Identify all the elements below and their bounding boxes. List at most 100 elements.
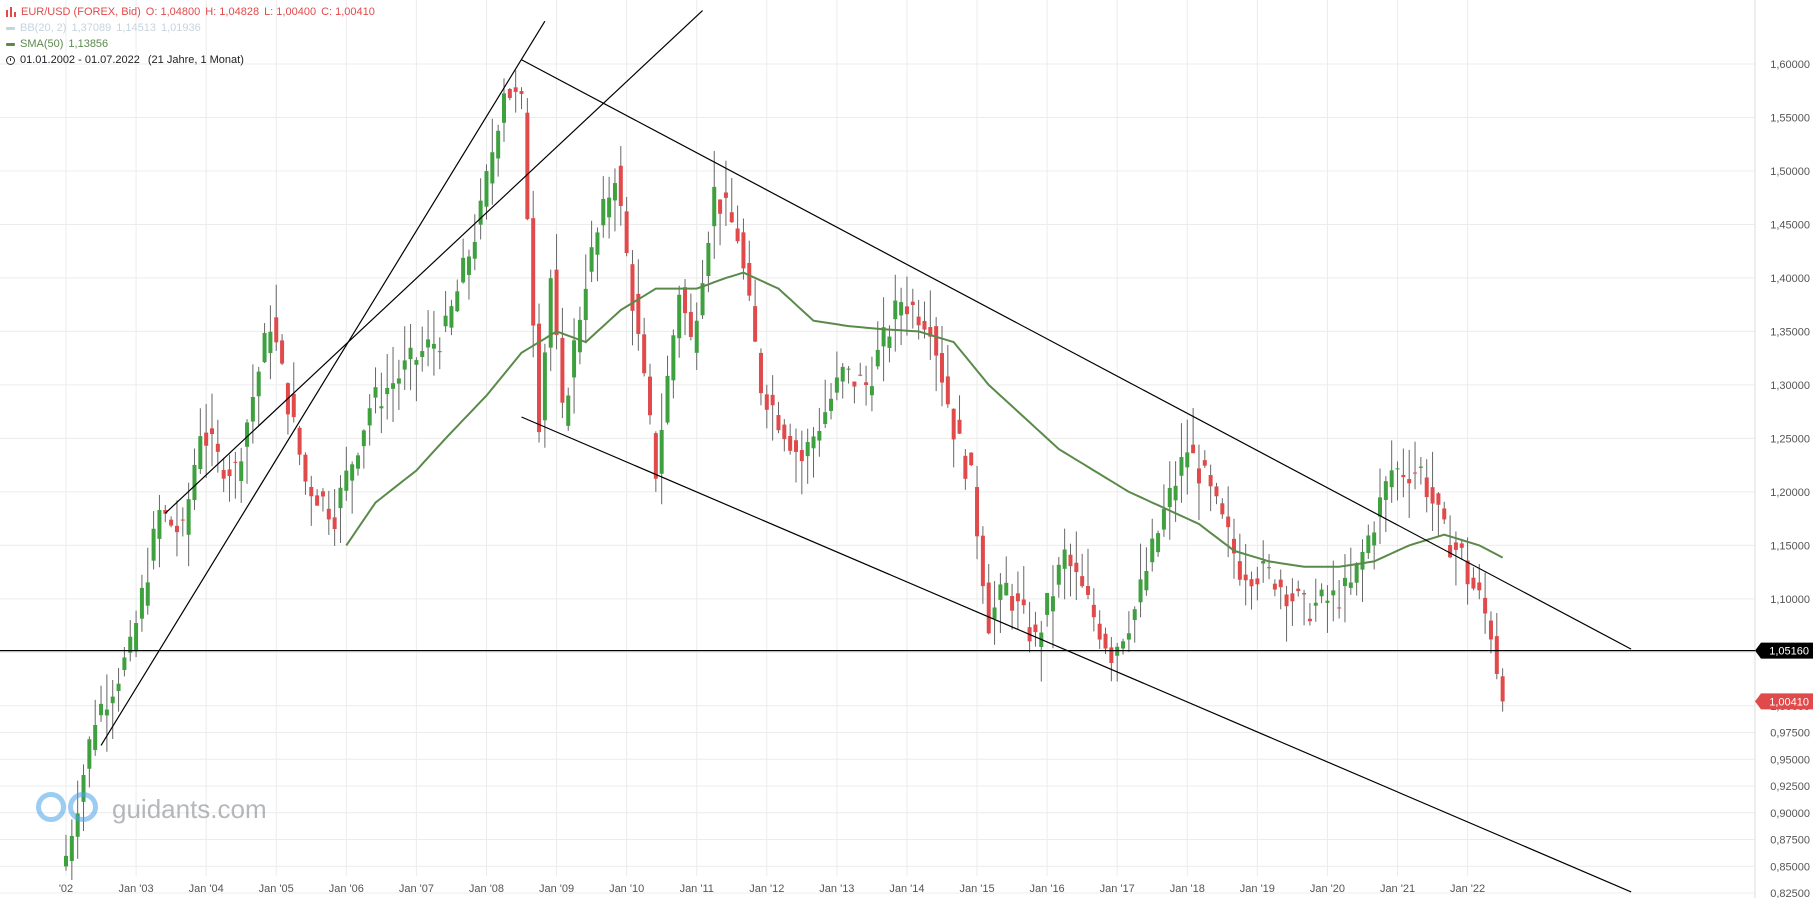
candle-body xyxy=(648,376,652,416)
legend-sma-row[interactable]: SMA(50) 1,13856 xyxy=(6,36,375,52)
candle-body xyxy=(245,422,250,447)
candle-body xyxy=(537,323,542,433)
y-tick-label: 0,95000 xyxy=(1770,754,1810,766)
candle-body xyxy=(350,464,355,481)
candle-body xyxy=(507,89,512,98)
candle-body xyxy=(81,774,86,802)
candle-body xyxy=(87,739,92,769)
candle-body xyxy=(805,442,810,457)
candle-body xyxy=(64,855,68,867)
candle-body xyxy=(420,351,425,357)
candle-body xyxy=(741,232,746,269)
candle-body xyxy=(174,525,179,533)
candle-body xyxy=(577,319,582,353)
last-price-tag: 1,00410 xyxy=(1769,696,1809,708)
candle-body xyxy=(437,351,442,353)
candle-body xyxy=(315,495,320,506)
candle-body xyxy=(548,278,553,348)
trendline xyxy=(521,416,1632,893)
candle-body xyxy=(192,464,197,501)
candle-body xyxy=(840,366,845,382)
candle-body xyxy=(560,337,565,403)
candle-body xyxy=(1126,633,1131,640)
candle-body xyxy=(1272,583,1277,590)
candle-body xyxy=(940,353,944,383)
candle-body xyxy=(1442,508,1447,520)
candle-body xyxy=(75,813,80,837)
candle-body xyxy=(782,424,787,440)
candle-body xyxy=(735,228,740,242)
legend-period-row[interactable]: 01.01.2002 - 01.07.2022 (21 Jahre, 1 Mon… xyxy=(6,52,375,68)
candle-body xyxy=(332,517,337,530)
candle-body xyxy=(1115,646,1120,656)
candle-body xyxy=(1021,599,1026,606)
candle-body xyxy=(122,657,127,671)
x-tick-label: Jan '20 xyxy=(1310,883,1345,895)
y-tick-label: 1,20000 xyxy=(1770,487,1810,499)
candle-body xyxy=(601,198,606,226)
x-tick-label: Jan '21 xyxy=(1380,883,1415,895)
candle-body xyxy=(630,264,635,311)
candle-body xyxy=(811,436,816,449)
candle-body xyxy=(653,433,658,479)
candle-body xyxy=(186,499,191,535)
candle-body xyxy=(1121,641,1126,649)
candle-body xyxy=(1378,497,1382,517)
candle-body xyxy=(1360,551,1365,570)
candle-body xyxy=(472,241,477,259)
candle-body xyxy=(104,709,109,716)
candle-body xyxy=(951,408,956,440)
candle-body xyxy=(1424,477,1429,498)
candle-body xyxy=(1465,560,1470,585)
ohlc-open: O: 1,04800 xyxy=(145,6,201,18)
candle-body xyxy=(466,256,471,275)
candle-body xyxy=(256,371,261,397)
candle-body xyxy=(1430,487,1435,504)
candle-body xyxy=(1313,602,1318,606)
candle-body xyxy=(794,440,798,452)
candle-body xyxy=(1319,589,1324,597)
legend-bb-row[interactable]: BB(20, 2) 1,37089 1,14513 1,01936 xyxy=(6,20,375,36)
candle-body xyxy=(1010,596,1015,611)
candle-body xyxy=(1150,538,1155,563)
candle-body xyxy=(1483,597,1488,614)
candle-body xyxy=(718,199,723,214)
y-tick-label: 1,30000 xyxy=(1770,380,1810,392)
candle-body xyxy=(519,91,524,94)
candle-body xyxy=(128,636,133,653)
candle-body xyxy=(1296,588,1301,592)
candle-body xyxy=(1307,618,1312,622)
candle-body xyxy=(758,352,763,394)
candle-body xyxy=(1033,624,1038,633)
candle-body xyxy=(583,288,588,320)
candle-body xyxy=(1132,609,1137,621)
candle-body xyxy=(928,327,933,337)
y-tick-label: 0,82500 xyxy=(1770,888,1810,898)
candle-body xyxy=(864,382,869,386)
candle-body xyxy=(320,491,325,497)
candle-body xyxy=(542,352,547,421)
clock-icon xyxy=(6,55,15,65)
candle-body xyxy=(1284,594,1289,607)
candle-body xyxy=(659,429,664,474)
legend-symbol-row[interactable]: EUR/USD (FOREX, Bid) O: 1,04800 H: 1,048… xyxy=(6,4,375,20)
candle-body xyxy=(1080,576,1085,587)
candle-body xyxy=(157,509,162,539)
candle-body xyxy=(1237,561,1242,580)
candle-body xyxy=(1407,479,1412,484)
candle-body xyxy=(1243,574,1248,581)
candle-body xyxy=(700,283,705,316)
bb-middle-value: 1,14513 xyxy=(116,22,156,34)
candle-body xyxy=(770,394,775,406)
x-tick-label: Jan '19 xyxy=(1240,883,1275,895)
candle-body xyxy=(1453,542,1458,550)
candle-body xyxy=(344,470,349,491)
x-tick-label: Jan '05 xyxy=(259,883,294,895)
candle-body xyxy=(1144,570,1149,591)
candle-body xyxy=(490,152,495,184)
candle-body xyxy=(566,395,571,426)
candle-body xyxy=(922,320,927,330)
candle-body xyxy=(525,112,530,220)
